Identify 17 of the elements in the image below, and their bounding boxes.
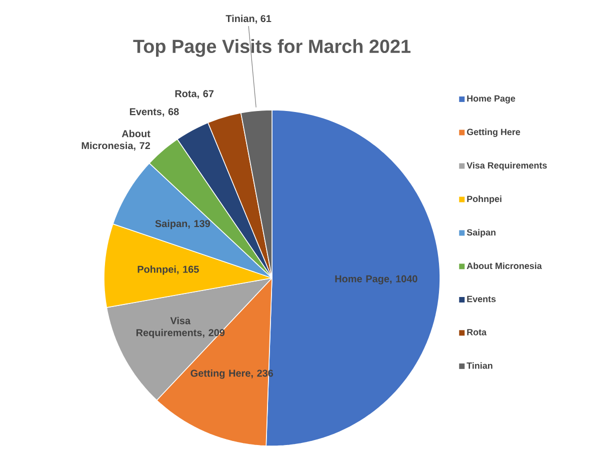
legend-label: Rota xyxy=(467,329,487,336)
legend-label: Home Page xyxy=(467,95,516,104)
legend-label: Tinian xyxy=(466,362,492,369)
text: Top Page Visits for March 2021 xyxy=(133,39,410,57)
legend-label: Pohnpei xyxy=(467,195,502,204)
legend-label: Getting Here xyxy=(466,128,520,137)
data-label: Events, 68 xyxy=(130,108,179,117)
legend-label: Events xyxy=(467,296,496,302)
data-label: Saipan, 139 xyxy=(155,220,210,230)
data-label: Tinian, 61 xyxy=(226,14,272,24)
data-label: About Micronesia, 72 xyxy=(82,130,150,151)
data-label: Pohnpei, 165 xyxy=(138,265,199,275)
legend-label: Saipan xyxy=(466,228,496,238)
data-label: Rota, 67 xyxy=(175,90,214,99)
legend-label: Visa Requirements xyxy=(466,162,547,170)
legend-label: About Micronesia xyxy=(466,262,542,270)
data-label: Home Page, 1040 xyxy=(335,275,418,284)
